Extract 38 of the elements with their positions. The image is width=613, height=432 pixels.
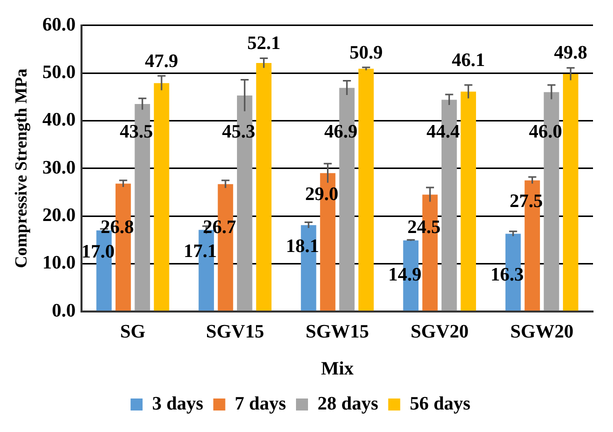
bar bbox=[460, 92, 476, 311]
data-label: 18.1 bbox=[286, 236, 320, 258]
data-label: 44.4 bbox=[426, 122, 460, 143]
y-tick-label: 40.0 bbox=[42, 110, 76, 131]
y-axis-title: Compressive Strength MPa bbox=[12, 68, 31, 268]
legend-label: 7 days bbox=[234, 393, 286, 414]
y-tick-label: 30.0 bbox=[42, 157, 76, 178]
bar bbox=[562, 74, 578, 311]
data-label: 16.3 bbox=[490, 264, 524, 286]
data-label: 43.5 bbox=[120, 122, 153, 143]
y-tick-label: 50.0 bbox=[42, 62, 76, 83]
y-tick-label: 20.0 bbox=[42, 204, 76, 226]
data-label: 50.9 bbox=[349, 42, 383, 64]
legend-label: 3 days bbox=[152, 393, 204, 414]
y-tick-label: 0.0 bbox=[52, 300, 76, 322]
y-tick-label: 10.0 bbox=[42, 252, 76, 274]
x-tick-label: SGW20 bbox=[510, 322, 574, 343]
x-tick-label: SGV20 bbox=[410, 322, 469, 343]
legend-label: 56 days bbox=[410, 393, 470, 414]
data-label: 17.1 bbox=[184, 240, 217, 262]
x-tick-label: SGV15 bbox=[206, 322, 264, 343]
data-label: 26.8 bbox=[100, 216, 134, 238]
bar bbox=[154, 83, 170, 311]
data-label: 47.9 bbox=[144, 50, 178, 72]
data-label: 52.1 bbox=[247, 33, 280, 54]
data-label: 49.8 bbox=[554, 42, 588, 64]
data-label: 46.0 bbox=[528, 122, 562, 143]
x-tick-label: SG bbox=[120, 322, 146, 343]
x-tick-label: SGW15 bbox=[306, 322, 370, 343]
data-label: 46.1 bbox=[452, 50, 485, 71]
bar bbox=[256, 63, 272, 311]
y-tick-label: 60.0 bbox=[42, 14, 76, 36]
data-label: 17.0 bbox=[81, 241, 115, 262]
data-label: 45.3 bbox=[222, 122, 256, 143]
legend-label: 28 days bbox=[318, 393, 378, 414]
data-label: 46.9 bbox=[324, 122, 358, 143]
x-axis-title: Mix bbox=[320, 358, 354, 380]
bar bbox=[358, 68, 374, 311]
